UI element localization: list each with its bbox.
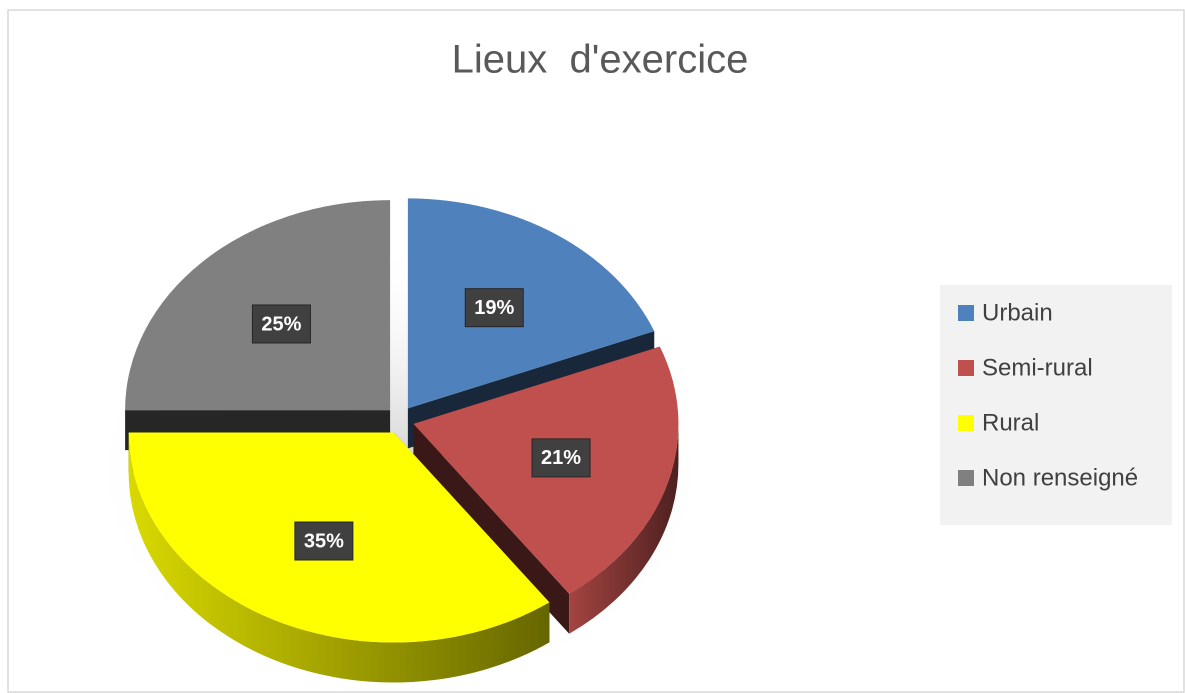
- data-label-box: [464, 288, 524, 328]
- chart-title: Lieux d'exercice: [452, 38, 749, 82]
- legend-label: Semi-rural: [982, 354, 1093, 381]
- data-label: 19%: [474, 297, 514, 319]
- legend-swatch: [958, 415, 974, 431]
- slice-side: [128, 432, 550, 683]
- legend-swatch: [958, 360, 974, 376]
- data-label: 21%: [541, 447, 581, 469]
- data-label: 35%: [304, 530, 344, 552]
- legend-box: [940, 285, 1172, 525]
- legend-label: Urbain: [982, 299, 1053, 326]
- data-label-box: [294, 521, 354, 561]
- data-label-box: [251, 304, 311, 344]
- data-label-box: [531, 438, 591, 478]
- slice-side: [569, 423, 679, 634]
- legend-swatch: [958, 470, 974, 486]
- legend-label: Non renseigné: [982, 464, 1138, 491]
- pie-slice: [407, 198, 655, 409]
- slice-cut-face: [413, 423, 570, 634]
- legend-label: Rural: [982, 409, 1039, 436]
- data-label: 25%: [261, 313, 301, 335]
- legend-swatch: [958, 305, 974, 321]
